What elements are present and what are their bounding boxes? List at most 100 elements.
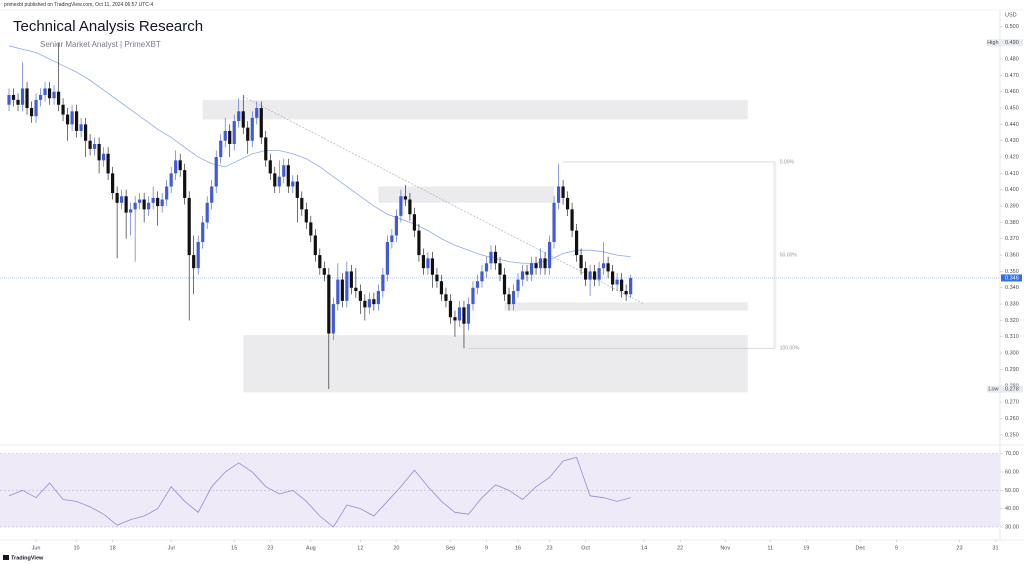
candle-body (511, 291, 516, 305)
candle-body (83, 124, 88, 141)
x-tick-label: 20 (393, 545, 399, 551)
footer: TradingView (11, 555, 44, 561)
price-marker-label: Low (988, 387, 998, 393)
candle-body (61, 104, 65, 115)
candle-body (444, 294, 448, 301)
candle-body (295, 181, 299, 198)
x-tick-label: 15 (231, 545, 237, 551)
candle-body (516, 279, 520, 292)
candle-body (552, 202, 556, 243)
candle-body (160, 199, 164, 207)
candle-body (25, 88, 29, 109)
candle-body (529, 263, 534, 275)
candle-body (241, 111, 245, 128)
candle-body (52, 91, 56, 99)
candle-body (611, 271, 615, 285)
candle-body (309, 222, 313, 236)
x-tick-label: 23 (546, 545, 552, 551)
y-tick-label: 0.440 (1005, 122, 1019, 128)
trend-line (243, 96, 645, 305)
candle-body (201, 222, 205, 243)
candle-body (574, 230, 579, 256)
price-marker-bg (987, 385, 1023, 393)
candle-body (250, 117, 254, 141)
candle-body (97, 143, 101, 161)
candle-body (47, 88, 52, 99)
fib-label: 100.00% (780, 346, 800, 352)
candle-body (385, 242, 389, 275)
candle-body (106, 153, 110, 174)
candle-body (277, 176, 281, 187)
candle-body (322, 268, 326, 275)
fib-label: 50.00% (780, 252, 798, 258)
x-tick-label: 31 (992, 545, 998, 551)
candle-body (408, 199, 412, 215)
candle-body (138, 199, 142, 203)
candle-body (579, 255, 583, 269)
plot-layer: 0.500 0.490 0.480 0.470 0.460 0.450 0.440 0.430… (0, 24, 1023, 551)
candle-body (124, 196, 128, 213)
x-tick-label: Aug (306, 545, 316, 551)
chart-title: Technical Analysis Research (13, 18, 203, 35)
x-tick-label: 11 (767, 545, 773, 551)
candle-body (421, 255, 426, 269)
currency: USD (1005, 12, 1017, 18)
y-tick-label: 0.410 (1005, 171, 1019, 177)
y-tick-label: 0.470 (1005, 73, 1019, 79)
candle-body (462, 307, 466, 324)
y-tick-label: 30.00 (1005, 524, 1019, 530)
x-tick-label: 9 (895, 545, 898, 551)
candle-body (565, 197, 570, 210)
candle-body (471, 287, 475, 305)
candle-body (223, 130, 227, 141)
candle-body (111, 173, 115, 194)
y-tick-label: 0.420 (1005, 155, 1019, 161)
candle-body (169, 173, 173, 187)
candle-body (336, 279, 340, 305)
candle-body (484, 263, 489, 272)
candle-body (196, 242, 200, 269)
candle-body (412, 214, 417, 231)
candle-body (390, 235, 394, 243)
candle-body (372, 299, 376, 305)
candle-body (588, 271, 592, 280)
price-marker-bg (987, 39, 1023, 47)
candle-body (345, 271, 349, 301)
candle-body (453, 317, 457, 321)
candle-body (205, 202, 209, 223)
candle-body (192, 255, 196, 269)
y-tick-label: 0.400 (1005, 187, 1019, 193)
candle-body (394, 215, 398, 236)
candle-body (65, 114, 70, 125)
candle-body (151, 197, 155, 203)
candle-body (543, 258, 547, 269)
candle-body (327, 274, 331, 334)
candle-body (92, 143, 97, 149)
candle-body (246, 127, 250, 141)
candle-body (7, 94, 11, 105)
last-price-label: 0.346 (1005, 275, 1019, 281)
candle-body (34, 99, 38, 117)
candle-body (570, 209, 574, 231)
candle-body (74, 111, 79, 131)
y-tick-label: 50.00 (1005, 488, 1019, 494)
y-tick-label: 0.300 (1005, 351, 1019, 357)
candle-body (602, 263, 606, 269)
candle-body (259, 108, 263, 138)
y-tick-label: 40.00 (1005, 506, 1019, 512)
x-tick-label: 23 (267, 545, 273, 551)
y-tick-label: 0.260 (1005, 416, 1019, 422)
candle-body (367, 299, 371, 308)
candle-body (520, 271, 525, 280)
candle-body (115, 193, 119, 203)
candle-body (20, 88, 25, 105)
candle-body (489, 251, 493, 264)
zone (243, 335, 748, 393)
candle-body (376, 291, 380, 305)
y-tick-label: 0.500 (1005, 24, 1019, 30)
y-tick-label: 0.360 (1005, 253, 1019, 259)
candle-body (79, 124, 83, 131)
candle-body (228, 130, 232, 144)
moving-average (8, 45, 631, 264)
zone (504, 302, 748, 311)
